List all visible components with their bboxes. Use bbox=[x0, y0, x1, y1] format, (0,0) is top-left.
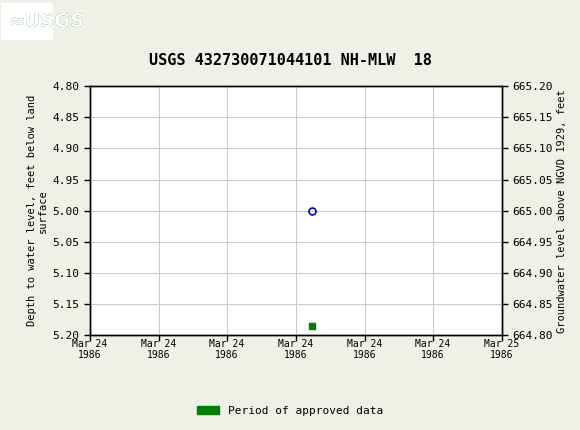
Text: Mar 24
1986: Mar 24 1986 bbox=[278, 338, 313, 360]
Text: Mar 24
1986: Mar 24 1986 bbox=[141, 338, 176, 360]
Y-axis label: Depth to water level, feet below land
surface: Depth to water level, feet below land su… bbox=[27, 95, 48, 326]
Text: Mar 24
1986: Mar 24 1986 bbox=[347, 338, 382, 360]
Y-axis label: Groundwater level above NGVD 1929, feet: Groundwater level above NGVD 1929, feet bbox=[557, 89, 567, 332]
Text: Mar 24
1986: Mar 24 1986 bbox=[72, 338, 107, 360]
Text: Mar 24
1986: Mar 24 1986 bbox=[415, 338, 451, 360]
FancyBboxPatch shape bbox=[1, 3, 53, 40]
Text: Mar 24
1986: Mar 24 1986 bbox=[209, 338, 245, 360]
Text: ≈USGS: ≈USGS bbox=[9, 12, 85, 31]
Text: USGS 432730071044101 NH-MLW  18: USGS 432730071044101 NH-MLW 18 bbox=[148, 53, 432, 68]
Text: ≈USGS: ≈USGS bbox=[9, 12, 85, 31]
Text: Mar 25
1986: Mar 25 1986 bbox=[484, 338, 519, 360]
Legend: Period of approved data: Period of approved data bbox=[193, 401, 387, 420]
